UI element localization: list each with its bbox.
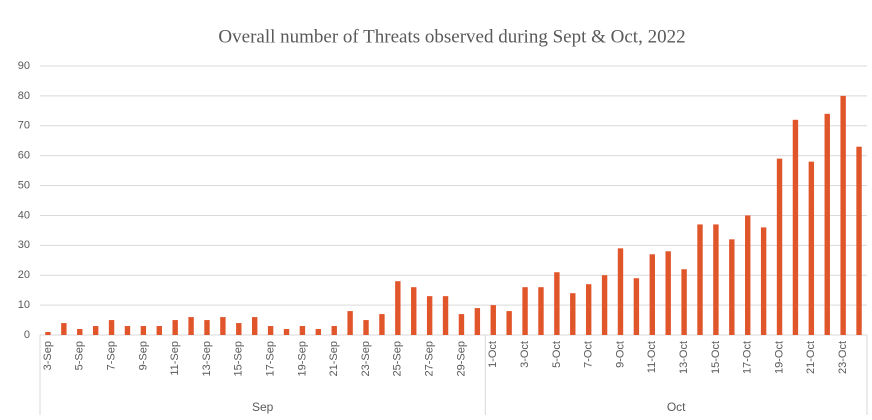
y-tick-label: 20 [18, 269, 30, 281]
x-tick-label: 5-Oct [551, 341, 563, 368]
bar [490, 305, 496, 335]
y-tick-label: 50 [18, 179, 30, 191]
x-tick-label: 3-Oct [519, 341, 531, 368]
bar [760, 227, 767, 335]
bar [506, 311, 512, 335]
bar [124, 326, 131, 335]
bar [267, 326, 274, 335]
x-tick-label: 7-Sep [105, 341, 117, 370]
y-tick-label: 40 [18, 209, 30, 221]
x-tick-label: 1-Oct [487, 341, 499, 368]
x-tick-label: 9-Sep [137, 341, 149, 370]
x-tick-label: 17-Oct [742, 341, 754, 374]
y-tick-label: 80 [18, 90, 30, 102]
y-tick-label: 60 [18, 150, 30, 162]
group-label: Oct [667, 400, 686, 414]
bar [570, 293, 576, 335]
bar [681, 269, 687, 335]
y-tick-label: 0 [24, 329, 30, 341]
x-tick-label: 21-Sep [328, 341, 340, 376]
bar [617, 248, 624, 335]
bar [283, 329, 290, 335]
bar [649, 254, 655, 335]
bar [45, 332, 51, 335]
bar [77, 329, 83, 335]
bar [856, 146, 862, 335]
x-tick-label: 7-Oct [583, 341, 595, 368]
chart-title: Overall number of Threats observed durin… [218, 26, 685, 47]
bar [347, 311, 353, 335]
bar [824, 113, 830, 335]
x-tick-label: 5-Sep [74, 341, 86, 370]
bar [458, 314, 465, 335]
bar [395, 281, 401, 335]
bar [156, 326, 162, 335]
x-tick-label: 29-Sep [455, 341, 467, 376]
x-tick-label: 13-Sep [201, 341, 213, 376]
x-tick-label: 13-Oct [678, 341, 690, 374]
bar [554, 272, 560, 335]
bar [363, 320, 369, 335]
bar [840, 95, 846, 335]
y-tick-label: 90 [18, 60, 30, 72]
bar [713, 224, 719, 335]
bar [92, 326, 99, 335]
x-tick-label: 19-Sep [296, 341, 308, 376]
bar [204, 320, 210, 335]
y-tick-label: 30 [18, 239, 30, 251]
bar [808, 161, 815, 335]
bar [426, 296, 433, 335]
bar [299, 326, 306, 335]
x-tick-label: 3-Sep [42, 341, 54, 370]
x-tick-label: 25-Sep [392, 341, 404, 376]
bar [220, 317, 226, 335]
bar [379, 314, 385, 335]
bar [522, 287, 528, 335]
bar [61, 323, 67, 335]
bar [601, 275, 608, 335]
x-tick-label: 21-Oct [805, 341, 817, 374]
y-tick-label: 10 [18, 299, 30, 311]
bar [236, 323, 242, 335]
bar [140, 326, 147, 335]
bar [776, 158, 783, 335]
x-tick-label: 19-Oct [773, 341, 785, 374]
y-tick-label: 70 [18, 120, 30, 132]
bar [252, 317, 258, 335]
bar [792, 119, 799, 335]
x-tick-label: 15-Oct [710, 341, 722, 374]
bar [315, 329, 322, 335]
bar [538, 287, 544, 335]
bar [633, 278, 640, 335]
x-tick-label: 15-Sep [233, 341, 245, 376]
bar [442, 296, 449, 335]
x-tick-label: 17-Sep [265, 341, 277, 376]
bar [585, 284, 592, 335]
bar [411, 287, 417, 335]
x-tick-label: 23-Sep [360, 341, 372, 376]
bar [172, 320, 178, 335]
bar [729, 239, 735, 335]
x-tick-label: 23-Oct [837, 341, 849, 374]
bar [745, 215, 751, 335]
x-tick-label: 11-Oct [646, 341, 658, 373]
bar [331, 326, 337, 335]
x-tick-label: 27-Sep [424, 341, 436, 376]
bar [665, 251, 671, 335]
bar [108, 320, 115, 335]
x-tick-label: 9-Oct [614, 341, 626, 368]
bar [697, 224, 703, 335]
bar [474, 308, 481, 335]
bar [188, 317, 194, 335]
group-label: Sep [252, 400, 274, 414]
x-tick-label: 11-Sep [169, 341, 181, 376]
